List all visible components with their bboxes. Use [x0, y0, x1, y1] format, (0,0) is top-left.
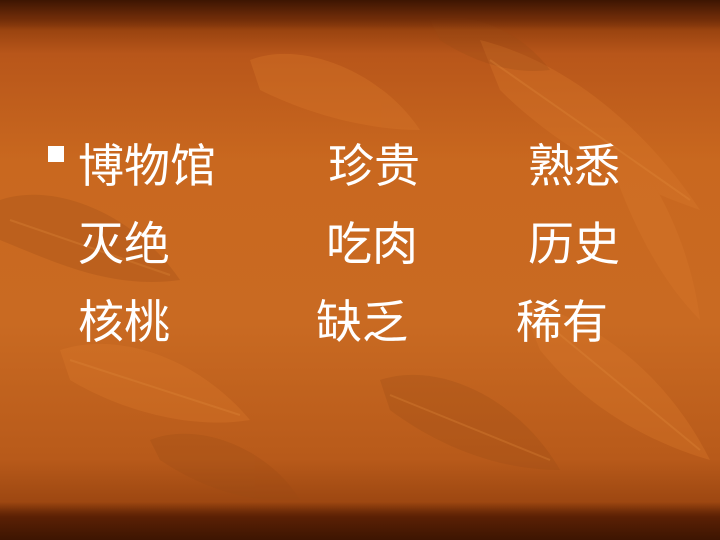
square-bullet-icon — [48, 146, 64, 162]
word: 稀有 — [516, 295, 608, 349]
bottom-shadow-band — [0, 502, 720, 540]
top-shadow-band — [0, 0, 720, 30]
word: 灭绝 — [78, 217, 170, 271]
word-row: 灭绝 吃肉 历史 — [78, 214, 698, 274]
word: 博物馆 — [78, 139, 216, 193]
word: 珍贵 — [328, 139, 420, 193]
word-row: 博物馆 珍贵 熟悉 — [78, 136, 698, 196]
word: 历史 — [528, 217, 620, 271]
word: 缺乏 — [316, 295, 408, 349]
word: 熟悉 — [528, 139, 620, 193]
word: 吃肉 — [326, 217, 418, 271]
word: 核桃 — [78, 295, 170, 349]
word-row: 核桃 缺乏 稀有 — [78, 292, 698, 352]
